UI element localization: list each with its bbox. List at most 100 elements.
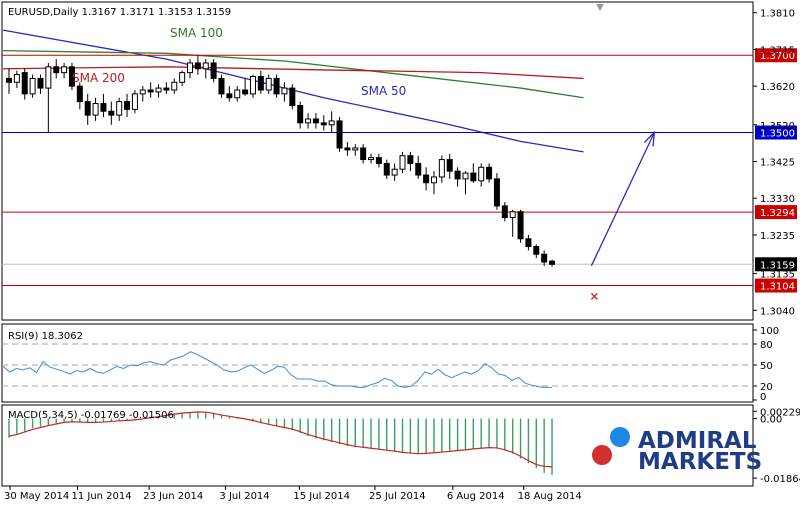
price-axis-label: 1.3715 [760,45,795,56]
candle-body [84,101,91,116]
time-axis-label: 6 Aug 2014 [447,491,505,502]
time-axis-label: 3 Jul 2014 [219,491,269,502]
candle-body [399,155,406,170]
candle-body [438,159,445,178]
candle-body [147,89,154,93]
rsi-panel [1,323,754,403]
candle-body [375,157,382,164]
rsi-axis-label: 0 [760,392,766,403]
candle-body [525,238,532,248]
time-axis-label: 30 May 2014 [4,491,69,502]
current-price-label: 1.3159 [760,260,795,271]
admiral-markets-logo: ADMIRAL MARKETS [592,427,762,475]
sma-200-line [2,66,584,80]
candle-body [249,75,256,95]
candle-body [407,155,414,164]
logo-red-dot [592,445,612,465]
price-axis-label: 1.3330 [760,194,795,205]
rsi-title: RSI(9) 18.3062 [8,331,83,342]
rsi-axis-label: 20 [760,382,773,393]
candle-body [202,62,209,70]
candle-body [76,85,83,103]
level-price-label: 1.3700 [760,51,795,62]
candle-body [509,211,516,219]
logo-text-line-2: MARKETS [638,449,762,475]
candle-body [297,104,304,124]
candle-body [446,159,453,172]
rsi-axis-label: 100 [760,326,779,337]
candle-body [234,89,241,99]
candle-body [383,162,390,176]
time-axis-label: 15 Jul 2014 [293,491,350,502]
candle-body [116,101,123,116]
price-axis-label: 1.3135 [760,270,795,281]
candle-body [336,120,343,149]
candle-body [501,205,508,219]
price-axis-label: 1.3620 [760,82,795,93]
price-axis-label: 1.3810 [760,9,795,20]
rsi-line [2,351,553,388]
candle-body [257,75,264,91]
candle-body [131,93,138,110]
candle-body [92,103,99,116]
candle-body [454,170,461,180]
level-price-label: 1.3500 [760,129,795,140]
time-axis-label: 11 Jun 2014 [71,491,131,502]
price-axis-label: 1.3040 [760,306,795,317]
candle-body [391,168,398,176]
rsi-axis-label: 80 [760,340,773,351]
candle-body [344,147,351,151]
level-price-label: 1.3104 [760,282,795,293]
candle-body [124,101,131,110]
candle-body [549,260,556,265]
candle-body [68,66,75,87]
candle-body [305,118,312,124]
candle-body [179,72,186,83]
sma-100-line [2,49,584,99]
candle-body [312,118,319,124]
level-price-tag [755,278,797,293]
candle-body [6,77,12,83]
projection-arrow-line [590,132,655,267]
candle-body [45,66,52,89]
macd-title: MACD(5,34,5) -0.01769 -0.01506 [8,410,174,421]
candle-body [155,87,162,93]
candle-body [242,89,249,95]
level-price-label: 1.3294 [760,208,795,219]
price-axis-label: 1.3425 [760,158,795,169]
candle-body [289,87,296,106]
candle-body [415,162,422,176]
time-axis-label: 25 Jul 2014 [369,491,426,502]
price-axis-label: 1.3520 [760,121,795,132]
level-price-tag [755,125,797,140]
macd-axis-label: 0.00229 [760,407,800,418]
candle-body [462,172,469,180]
candle-body [423,174,430,184]
current-price-tag [755,257,797,272]
logo-blue-dot [610,427,630,447]
candle-body [517,211,524,240]
sma-50-label: SMA 50 [361,84,406,98]
candle-body [352,147,359,151]
candle-body [100,103,107,112]
level-price-tag [755,48,797,63]
candle-body [108,110,115,116]
candle-body [328,120,335,126]
macd-panel [1,404,754,487]
candle-body [21,72,28,95]
logo-text-line-1: ADMIRAL [638,428,757,454]
candle-body [194,62,201,70]
candle-body [368,157,375,161]
candle-body [533,246,540,255]
candle-body [430,176,437,184]
candle-body [470,172,477,182]
candle-body [478,166,485,182]
candle-body [61,66,68,74]
candle-body [210,62,217,79]
level-price-tag [755,205,797,220]
price-axis-label: 1.3235 [760,231,795,242]
sma-200-label: SMA 200 [72,71,125,85]
chart-shift-marker[interactable] [596,4,604,11]
time-axis-label: 18 Aug 2014 [518,491,582,502]
